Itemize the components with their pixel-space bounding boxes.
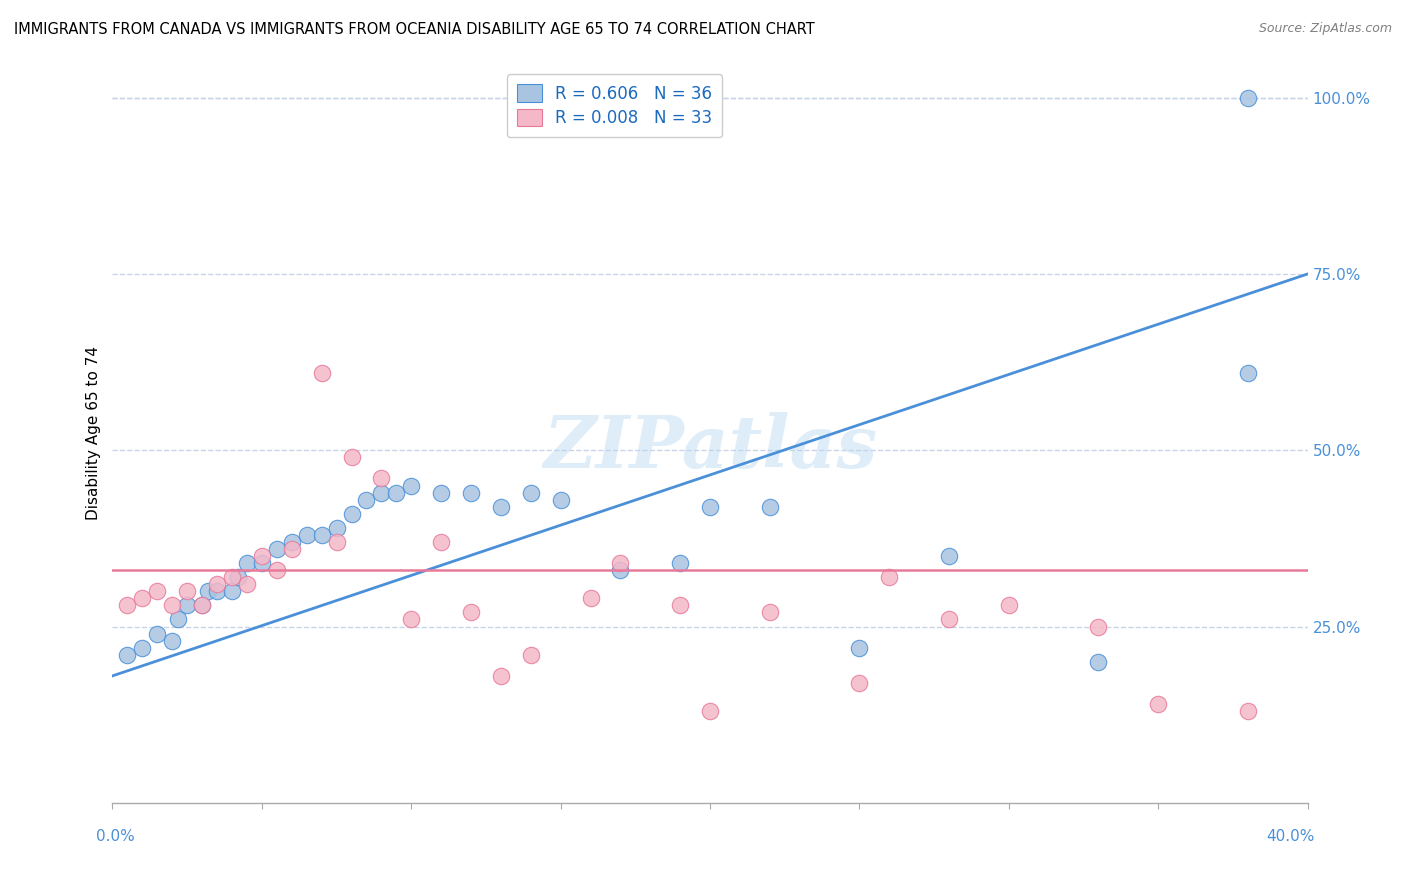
Point — [489, 669, 512, 683]
Point — [205, 584, 228, 599]
Point — [162, 599, 183, 613]
Point — [205, 577, 228, 591]
Point — [236, 556, 259, 570]
Point — [1087, 619, 1109, 633]
Point — [176, 584, 198, 599]
Point — [311, 366, 333, 380]
Point — [281, 541, 304, 556]
Point — [311, 528, 333, 542]
Y-axis label: Disability Age 65 to 74: Disability Age 65 to 74 — [86, 345, 101, 520]
Text: Source: ZipAtlas.com: Source: ZipAtlas.com — [1258, 22, 1392, 36]
Point — [579, 591, 602, 606]
Point — [938, 612, 960, 626]
Point — [250, 549, 273, 563]
Point — [340, 450, 363, 465]
Point — [250, 556, 273, 570]
Point — [550, 492, 572, 507]
Point — [370, 485, 392, 500]
Point — [1147, 697, 1170, 711]
Legend: R = 0.606   N = 36, R = 0.008   N = 33: R = 0.606 N = 36, R = 0.008 N = 33 — [506, 74, 723, 137]
Point — [609, 556, 631, 570]
Point — [848, 640, 870, 655]
Point — [430, 535, 453, 549]
Point — [430, 485, 453, 500]
Text: IMMIGRANTS FROM CANADA VS IMMIGRANTS FROM OCEANIA DISABILITY AGE 65 TO 74 CORREL: IMMIGRANTS FROM CANADA VS IMMIGRANTS FRO… — [14, 22, 815, 37]
Point — [131, 591, 153, 606]
Point — [146, 584, 169, 599]
Point — [340, 507, 363, 521]
Point — [117, 599, 139, 613]
Text: 40.0%: 40.0% — [1267, 830, 1315, 844]
Point — [266, 541, 288, 556]
Point — [520, 648, 543, 662]
Point — [370, 471, 392, 485]
Point — [356, 492, 378, 507]
Point — [197, 584, 219, 599]
Point — [669, 556, 692, 570]
Point — [1237, 366, 1260, 380]
Point — [162, 633, 183, 648]
Point — [938, 549, 960, 563]
Point — [998, 599, 1021, 613]
Point — [1237, 704, 1260, 718]
Point — [699, 500, 721, 514]
Point — [325, 535, 347, 549]
Point — [281, 535, 304, 549]
Point — [131, 640, 153, 655]
Point — [117, 648, 139, 662]
Point — [489, 500, 512, 514]
Point — [191, 599, 214, 613]
Point — [226, 570, 249, 584]
Point — [176, 599, 198, 613]
Point — [609, 563, 631, 577]
Point — [1087, 655, 1109, 669]
Point — [520, 485, 543, 500]
Point — [759, 500, 782, 514]
Point — [385, 485, 408, 500]
Point — [669, 599, 692, 613]
Point — [460, 485, 482, 500]
Point — [401, 478, 423, 492]
Point — [295, 528, 318, 542]
Point — [699, 704, 721, 718]
Point — [759, 606, 782, 620]
Point — [1237, 91, 1260, 105]
Point — [325, 521, 347, 535]
Point — [848, 676, 870, 690]
Point — [191, 599, 214, 613]
Point — [266, 563, 288, 577]
Point — [879, 570, 901, 584]
Point — [221, 570, 243, 584]
Point — [146, 626, 169, 640]
Point — [167, 612, 190, 626]
Text: 0.0%: 0.0% — [96, 830, 135, 844]
Point — [221, 584, 243, 599]
Point — [236, 577, 259, 591]
Text: ZIPatlas: ZIPatlas — [543, 412, 877, 483]
Point — [401, 612, 423, 626]
Point — [460, 606, 482, 620]
